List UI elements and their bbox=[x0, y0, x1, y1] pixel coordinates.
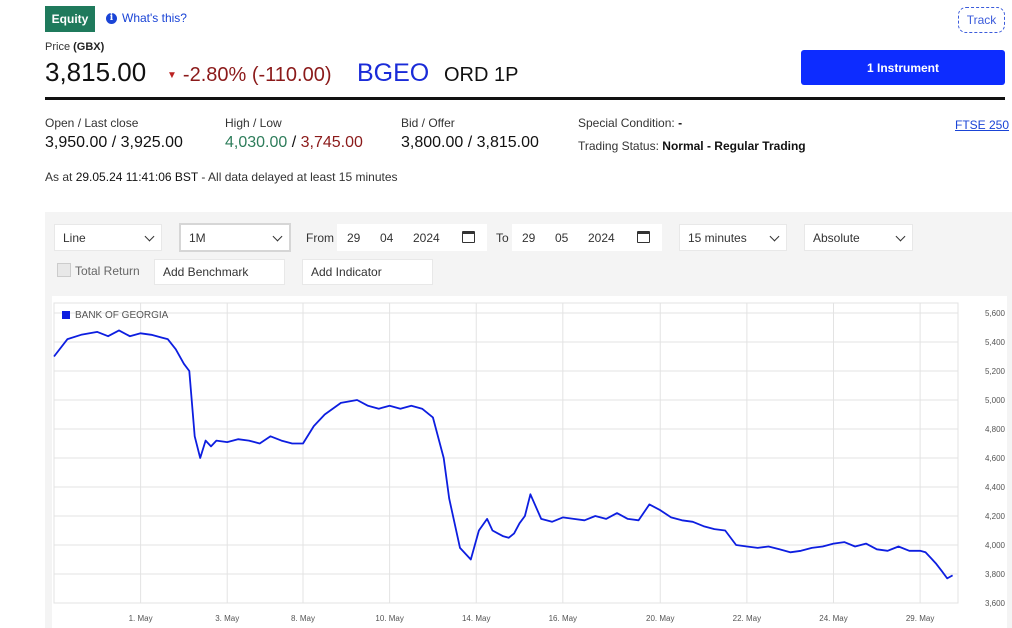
high-value: 4,030.00 bbox=[225, 134, 288, 151]
y-tick-label: 4,000 bbox=[985, 541, 1006, 550]
x-tick-label: 8. May bbox=[291, 614, 315, 623]
price-chart[interactable]: 5,600 5,400 5,200 5,000 4,800 4,600 4,400 4,200… bbox=[52, 296, 1007, 628]
trading-status-label: Trading Status: bbox=[578, 139, 659, 153]
as-at-prefix: As at bbox=[45, 170, 73, 184]
x-tick-label: 20. May bbox=[646, 614, 674, 623]
price-label-prefix: Price bbox=[45, 41, 71, 53]
from-date-field[interactable]: 29 04 2024 bbox=[337, 224, 487, 251]
legend-label: BANK OF GEORGIA bbox=[75, 310, 169, 321]
high-low-value: 4,030.00 / 3,745.00 bbox=[225, 134, 363, 152]
x-tick-label: 16. May bbox=[549, 614, 577, 623]
chevron-down-icon bbox=[769, 231, 780, 242]
x-tick-label: 29. May bbox=[906, 614, 934, 623]
plot-frame bbox=[53, 302, 959, 604]
plot-area bbox=[52, 296, 1007, 628]
to-day[interactable]: 29 bbox=[522, 230, 536, 245]
add-benchmark-button[interactable]: Add Benchmark bbox=[154, 259, 285, 285]
scale-value: Absolute bbox=[813, 230, 860, 245]
y-tick-label: 4,600 bbox=[985, 454, 1006, 463]
legend-swatch bbox=[62, 311, 70, 319]
from-month[interactable]: 04 bbox=[380, 230, 394, 245]
trading-status-value: Normal - Regular Trading bbox=[662, 139, 806, 153]
to-date-field[interactable]: 29 05 2024 bbox=[512, 224, 662, 251]
price-change: ▼ -2.80% (-110.00) bbox=[167, 64, 332, 87]
bid-offer-label: Bid / Offer bbox=[401, 116, 455, 130]
add-benchmark-label: Add Benchmark bbox=[163, 265, 249, 279]
info-icon: i bbox=[106, 12, 117, 24]
x-tick-label: 14. May bbox=[462, 614, 490, 623]
open-close-label: Open / Last close bbox=[45, 116, 139, 130]
y-tick-label: 4,200 bbox=[985, 512, 1006, 521]
price-label: Price (GBX) bbox=[45, 41, 104, 53]
as-at-suffix: - All data delayed at least 15 minutes bbox=[201, 170, 398, 184]
price-change-value: -2.80% (-110.00) bbox=[182, 64, 332, 86]
y-tick-label: 3,600 bbox=[985, 599, 1006, 608]
track-button[interactable]: Track bbox=[958, 7, 1005, 33]
scale-select[interactable]: Absolute bbox=[804, 224, 913, 251]
down-arrow-icon: ▼ bbox=[167, 70, 177, 81]
calendar-icon[interactable] bbox=[462, 231, 475, 243]
as-at-timestamp: 29.05.24 11:41:06 BST bbox=[75, 170, 199, 184]
low-value: 3,745.00 bbox=[300, 134, 363, 151]
from-label: From bbox=[306, 231, 334, 245]
y-tick-label: 5,200 bbox=[985, 367, 1006, 376]
equity-tab[interactable]: Equity bbox=[45, 6, 95, 32]
x-tick-label: 10. May bbox=[375, 614, 403, 623]
chart-type-value: Line bbox=[63, 230, 86, 245]
chevron-down-icon bbox=[144, 231, 155, 242]
whats-this-label: What's this? bbox=[122, 11, 187, 25]
price-currency: (GBX) bbox=[73, 41, 105, 53]
total-return-checkbox[interactable] bbox=[57, 263, 71, 277]
from-day[interactable]: 29 bbox=[347, 230, 361, 245]
ticker-description: ORD 1P bbox=[444, 64, 519, 86]
x-tick-label: 3. May bbox=[215, 614, 239, 623]
period-select[interactable]: 1M bbox=[179, 223, 291, 252]
y-tick-label: 4,800 bbox=[985, 425, 1006, 434]
y-tick-label: 5,400 bbox=[985, 338, 1006, 347]
high-low-separator: / bbox=[291, 134, 301, 151]
interval-value: 15 minutes bbox=[688, 230, 747, 245]
index-link[interactable]: FTSE 250 bbox=[955, 118, 1010, 132]
open-close-value: 3,950.00 / 3,925.00 bbox=[45, 134, 183, 151]
header-divider bbox=[45, 97, 1005, 100]
x-tick-label: 24. May bbox=[819, 614, 847, 623]
trading-status: Trading Status: Normal - Regular Trading bbox=[578, 139, 806, 153]
add-indicator-label: Add Indicator bbox=[311, 265, 382, 279]
special-condition-label: Special Condition: bbox=[578, 116, 675, 130]
high-low-label: High / Low bbox=[225, 116, 282, 130]
x-tick-label: 22. May bbox=[733, 614, 761, 623]
y-tick-label: 4,400 bbox=[985, 483, 1006, 492]
calendar-icon[interactable] bbox=[637, 231, 650, 243]
interval-select[interactable]: 15 minutes bbox=[679, 224, 787, 251]
y-tick-label: 5,600 bbox=[985, 309, 1006, 318]
to-year[interactable]: 2024 bbox=[588, 230, 615, 245]
y-tick-label: 3,800 bbox=[985, 570, 1006, 579]
whats-this-link[interactable]: i What's this? bbox=[106, 11, 187, 25]
to-label: To bbox=[496, 231, 509, 245]
bid-offer-value: 3,800.00 / 3,815.00 bbox=[401, 134, 539, 151]
y-tick-label: 5,000 bbox=[985, 396, 1006, 405]
ticker-symbol: BGEO bbox=[357, 59, 430, 87]
from-year[interactable]: 2024 bbox=[413, 230, 440, 245]
chevron-down-icon bbox=[272, 231, 283, 242]
special-condition: Special Condition: - bbox=[578, 116, 682, 130]
series-line bbox=[53, 329, 954, 580]
to-month[interactable]: 05 bbox=[555, 230, 569, 245]
special-condition-value: - bbox=[678, 116, 683, 130]
chart-type-select[interactable]: Line bbox=[54, 224, 162, 251]
add-indicator-button[interactable]: Add Indicator bbox=[302, 259, 433, 285]
period-value: 1M bbox=[189, 230, 206, 245]
as-at-line: As at 29.05.24 11:41:06 BST - All data d… bbox=[45, 170, 398, 184]
chevron-down-icon bbox=[895, 231, 906, 242]
total-return-label: Total Return bbox=[75, 264, 140, 278]
x-tick-label: 1. May bbox=[129, 614, 153, 623]
instrument-button[interactable]: 1 Instrument bbox=[801, 50, 1005, 85]
price-value: 3,815.00 bbox=[45, 57, 147, 87]
